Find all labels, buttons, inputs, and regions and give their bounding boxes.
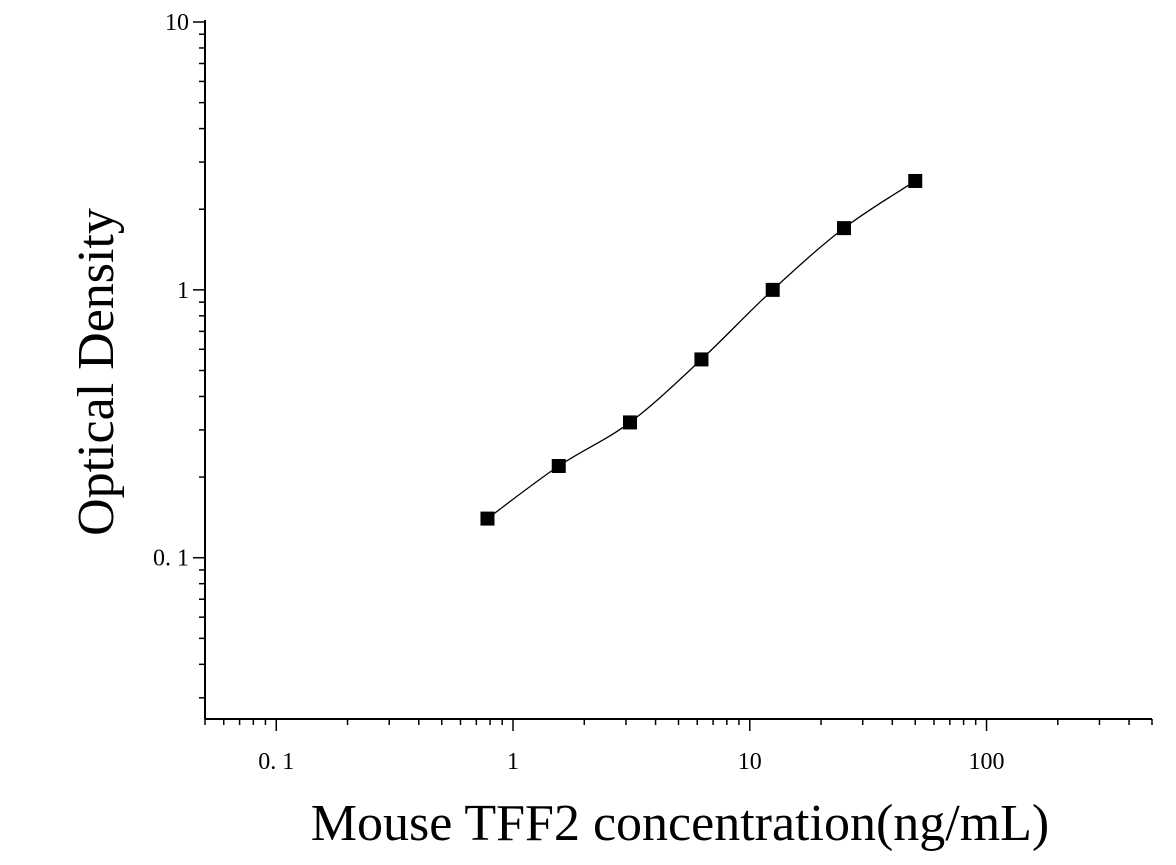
y-tick-label: 10 (165, 10, 189, 36)
fit-curve (487, 180, 916, 520)
y-tick-label: 0. 1 (153, 546, 189, 572)
y-axis-title: Optical Density (68, 208, 125, 536)
data-point (908, 173, 923, 188)
data-point (694, 352, 709, 367)
tick-labels: 0. 1 1 10 100 0. 1 1 10 (153, 10, 1005, 775)
data-points (480, 173, 923, 526)
x-tick-label: 0. 1 (258, 749, 294, 775)
x-axis-title: Mouse TFF2 concentration(ng/mL) (311, 795, 1050, 852)
data-point (551, 459, 566, 474)
data-point (765, 282, 780, 297)
ticks (193, 21, 1153, 731)
axes (204, 20, 1152, 720)
x-tick-label: 10 (738, 749, 762, 775)
y-tick-label: 1 (177, 278, 189, 304)
data-point (623, 415, 638, 430)
data-point (836, 221, 851, 236)
x-tick-label: 100 (969, 749, 1005, 775)
x-tick-label: 1 (507, 749, 519, 775)
data-point (480, 511, 495, 526)
